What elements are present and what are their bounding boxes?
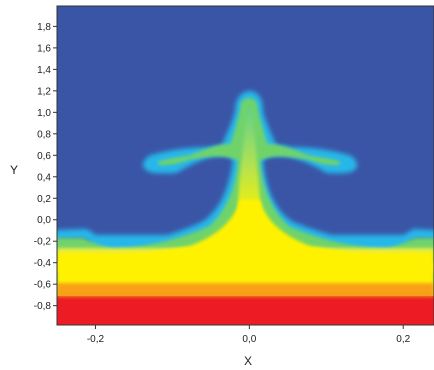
y-tick-label: 0,8 — [37, 129, 51, 140]
y-axis: -0,8 -0,6 -0,4 -0,2 0,0 0,2 0,4 0,6 0,8 1,0 1,2 1,4… — [34, 22, 57, 312]
y-tick-label: 1,4 — [37, 65, 51, 76]
y-tick-label: 0,6 — [37, 151, 51, 162]
y-tick-label: 1,0 — [37, 108, 51, 119]
y-tick-label: 0,0 — [37, 215, 51, 226]
x-tick-label: -0,2 — [87, 334, 105, 345]
x-axis: -0,2 0,0 0,2 — [87, 325, 411, 345]
y-tick-label: 0,4 — [37, 172, 51, 183]
orange-band — [57, 283, 434, 297]
yellow-bulge — [57, 200, 434, 272]
y-tick-label: -0,4 — [34, 258, 52, 269]
red-layer — [57, 296, 434, 325]
y-tick-label: -0,8 — [34, 301, 52, 312]
y-tick-label: -0,2 — [34, 237, 52, 248]
plot-frame — [56, 5, 434, 326]
y-tick-label: 1,2 — [37, 86, 51, 97]
y-tick-label: 0,2 — [37, 194, 51, 205]
x-tick-label: 0,2 — [396, 334, 410, 345]
y-tick-label: 1,6 — [37, 43, 51, 54]
y-tick-label: -0,6 — [34, 280, 52, 291]
x-axis-title: X — [244, 354, 252, 368]
x-tick-label: 0,0 — [242, 334, 256, 345]
y-axis-title: Y — [10, 163, 18, 177]
heatmap-field — [57, 6, 434, 325]
y-tick-label: 1,8 — [37, 22, 51, 33]
